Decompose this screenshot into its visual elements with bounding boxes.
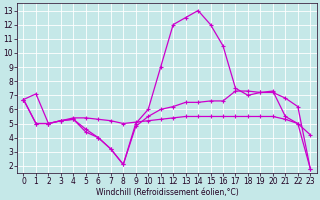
X-axis label: Windchill (Refroidissement éolien,°C): Windchill (Refroidissement éolien,°C) bbox=[96, 188, 238, 197]
